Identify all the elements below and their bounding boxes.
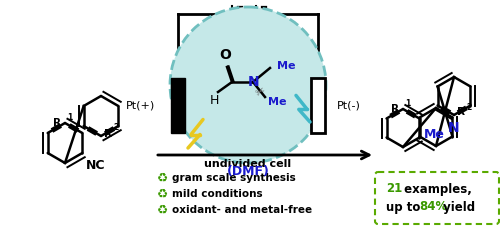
Text: Me: Me bbox=[268, 97, 286, 107]
Text: R: R bbox=[104, 129, 112, 139]
Text: ♻: ♻ bbox=[158, 188, 168, 201]
Text: Pt(-): Pt(-) bbox=[337, 100, 361, 110]
Text: ✂: ✂ bbox=[254, 85, 268, 99]
Text: N: N bbox=[448, 120, 460, 134]
Text: O: O bbox=[219, 48, 231, 62]
Text: 1: 1 bbox=[67, 113, 72, 123]
Text: 2: 2 bbox=[113, 123, 118, 133]
Text: R: R bbox=[391, 104, 399, 114]
Text: undivided cell: undivided cell bbox=[204, 159, 292, 169]
Text: NC: NC bbox=[86, 159, 106, 172]
Text: 21: 21 bbox=[386, 182, 402, 195]
Text: H: H bbox=[210, 94, 218, 107]
Text: (DMF): (DMF) bbox=[226, 165, 270, 178]
Text: ♻: ♻ bbox=[158, 171, 168, 185]
Text: N: N bbox=[248, 75, 260, 89]
Text: mild conditions: mild conditions bbox=[172, 189, 262, 199]
Text: 84%: 84% bbox=[419, 201, 448, 213]
Text: ♻: ♻ bbox=[158, 203, 168, 216]
Text: Me: Me bbox=[424, 128, 444, 141]
Text: Me: Me bbox=[277, 61, 295, 71]
Text: up to: up to bbox=[386, 201, 424, 213]
Text: 1: 1 bbox=[405, 99, 410, 109]
Bar bbox=[311, 78, 325, 133]
Text: examples,: examples, bbox=[400, 182, 472, 195]
FancyBboxPatch shape bbox=[375, 172, 499, 224]
Text: Pt(+): Pt(+) bbox=[126, 100, 155, 110]
Text: gram scale synthesis: gram scale synthesis bbox=[172, 173, 296, 183]
Text: R: R bbox=[53, 118, 61, 128]
Text: R: R bbox=[457, 107, 465, 117]
Bar bbox=[171, 78, 185, 133]
Text: oxidant- and metal-free: oxidant- and metal-free bbox=[172, 205, 312, 215]
Text: yield: yield bbox=[439, 201, 475, 213]
Text: 2: 2 bbox=[466, 103, 471, 112]
Ellipse shape bbox=[170, 7, 326, 163]
